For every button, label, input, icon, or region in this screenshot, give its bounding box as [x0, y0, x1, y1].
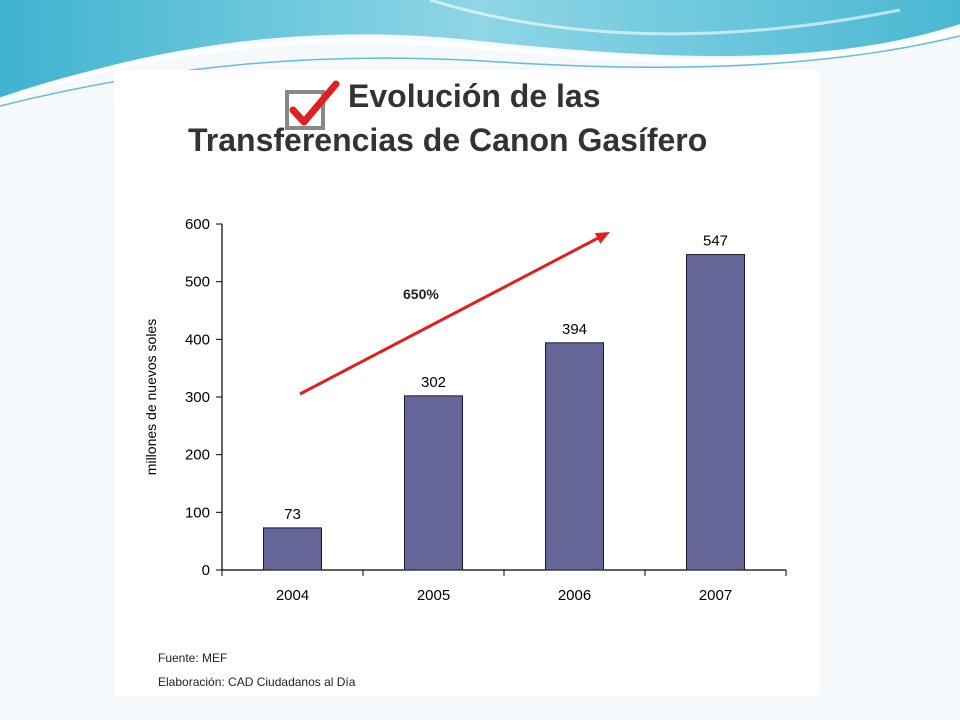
trend-arrow-head	[594, 232, 610, 244]
bar-2005	[404, 395, 463, 571]
chart-bars	[263, 254, 745, 571]
data-label: 302	[421, 374, 446, 391]
x-tick-label: 2007	[699, 587, 732, 604]
data-label: 547	[703, 233, 728, 250]
x-tick-label: 2006	[558, 587, 591, 604]
bar-2004	[263, 527, 322, 571]
y-axis-label: millones de nuevos soles	[143, 319, 159, 475]
y-tick-label: 100	[185, 504, 210, 521]
footnote-elaboration: Elaboración: CAD Ciudadanos al Día	[158, 675, 356, 689]
x-tick-label: 2005	[417, 587, 450, 604]
bar-2006	[545, 342, 604, 571]
y-tick-label: 300	[185, 389, 210, 406]
x-tick-label: 2004	[276, 587, 309, 604]
title-line-1: Evolución de las	[348, 78, 601, 114]
y-tick-label: 400	[185, 331, 210, 348]
y-tick-label: 500	[185, 274, 210, 291]
data-label: 394	[562, 321, 587, 338]
y-tick-label: 200	[185, 447, 210, 464]
bar-2007	[686, 254, 745, 571]
slide-title: Evolución de las Transferencias de Canon…	[188, 76, 824, 166]
checkbox-checked-icon	[285, 80, 340, 130]
data-label: 73	[284, 506, 301, 523]
chart-labels: 0 100 200 300 400 500 600 2004 73 2005 302 2006 394 2…	[143, 216, 732, 604]
footnote-source: Fuente: MEF	[158, 651, 228, 665]
y-tick-label: 0	[202, 562, 210, 579]
title-line-2: Transferencias de Canon Gasífero	[188, 122, 708, 158]
y-tick-label: 600	[185, 216, 210, 233]
annotation-label: 650%	[403, 286, 439, 302]
trend-arrow-line	[299, 234, 603, 396]
chart-annotation: 650%	[299, 232, 610, 396]
